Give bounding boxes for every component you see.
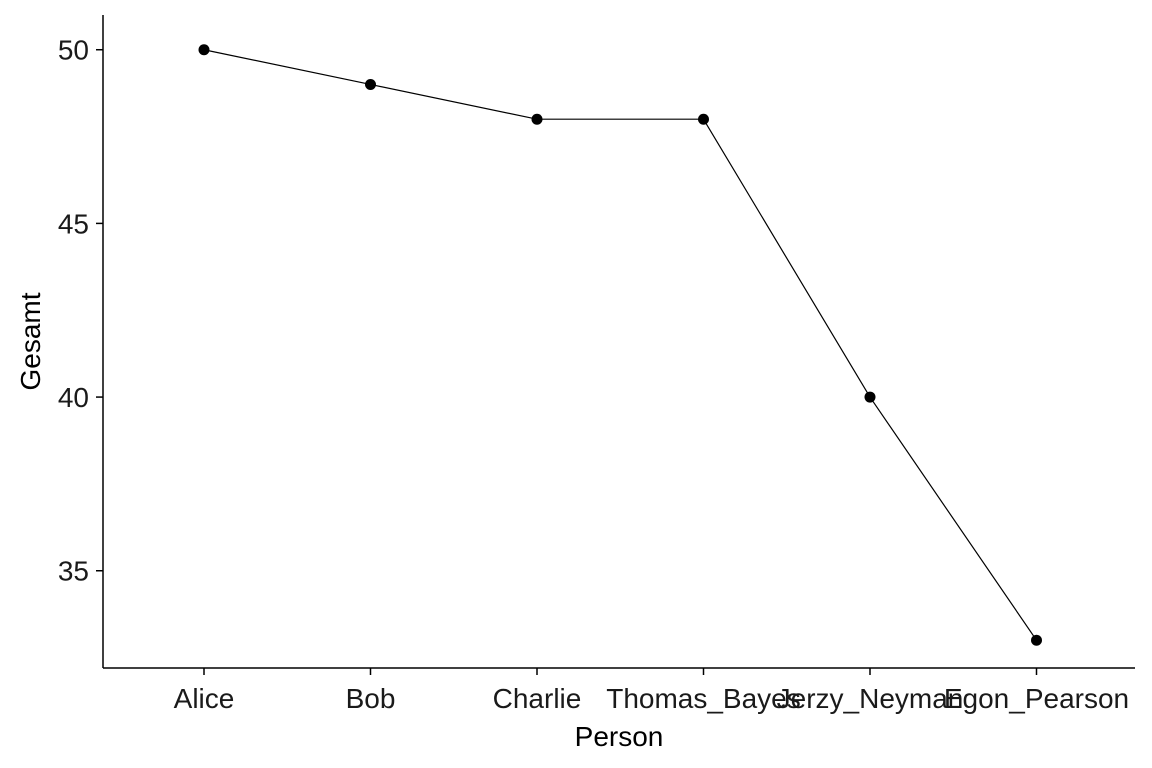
y-tick-label: 45 [58,208,89,239]
data-point [1031,634,1042,646]
y-tick-label: 40 [58,382,89,413]
y-axis-ticks: 35 40 45 50 [58,35,103,587]
x-tick-label: Charlie [493,683,582,714]
data-point [698,113,709,125]
y-axis-title: Gesamt [15,292,46,390]
y-tick-label: 35 [58,556,89,587]
y-tick-label: 50 [58,35,89,66]
data-point [864,391,876,403]
x-tick-label: Alice [174,683,235,714]
data-point [198,44,210,56]
data-point [531,113,543,125]
x-tick-label: Jerzy_Neyman [777,683,964,714]
series-line [203,49,1037,641]
series-layer [198,44,1042,646]
x-axis-title: Person [575,721,664,752]
x-tick-label: Egon_Pearson [944,683,1129,714]
x-tick-label: Thomas_Bayes [606,683,801,714]
data-point [365,78,376,90]
x-tick-label: Bob [346,683,396,714]
x-axis-ticks: Alice Bob Charlie Thomas_BayesJerzy_NeymanE… [174,668,1129,714]
